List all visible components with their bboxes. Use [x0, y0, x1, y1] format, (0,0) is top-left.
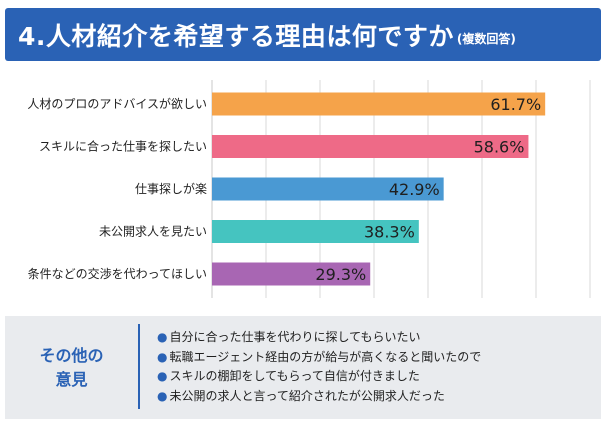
data-label: 58.6%: [474, 138, 525, 157]
opinion-item: スキルの棚卸をしてもらって自信が付きました: [157, 367, 481, 387]
data-label: 29.3%: [315, 265, 366, 284]
other-opinions-heading-line2: 意見: [5, 368, 138, 392]
opinion-item: 未公開の求人と言って紹介されたが公開求人だった: [157, 387, 481, 407]
chart-title: 4.人材紹介を希望する理由は何ですか: [18, 17, 454, 53]
other-opinions-divider: [138, 324, 140, 409]
data-label: 61.7%: [490, 95, 541, 114]
other-opinions-panel: その他の 意見 自分に合った仕事を代わりに探してもらいたい 転職エージェント経由…: [5, 316, 601, 419]
other-opinions-list: 自分に合った仕事を代わりに探してもらいたい 転職エージェント経由の方が給与が高く…: [157, 328, 481, 406]
title-banner: 4.人材紹介を希望する理由は何ですか (複数回答): [5, 8, 601, 61]
category-label: 仕事探しが楽: [135, 181, 207, 196]
category-label: 人材のプロのアドバイスが欲しい: [27, 96, 207, 111]
category-label: 条件などの交渉を代わってほしい: [28, 266, 207, 281]
opinion-item: 自分に合った仕事を代わりに探してもらいたい: [157, 328, 481, 348]
bar-chart: 人材のプロのアドバイスが欲しい 61.7% スキルに合った仕事を探したい 58.6% 仕…: [0, 76, 607, 306]
other-opinions-heading: その他の 意見: [5, 344, 138, 392]
category-label: スキルに合った仕事を探したい: [39, 139, 207, 154]
category-label: 未公開求人を見たい: [99, 225, 207, 239]
other-opinions-heading-line1: その他の: [5, 344, 138, 368]
data-label: 42.9%: [389, 180, 440, 199]
chart-subtitle: (複数回答): [457, 30, 516, 47]
data-label: 38.3%: [364, 223, 415, 242]
opinion-item: 転職エージェント経由の方が給与が高くなると聞いたので: [157, 348, 481, 368]
